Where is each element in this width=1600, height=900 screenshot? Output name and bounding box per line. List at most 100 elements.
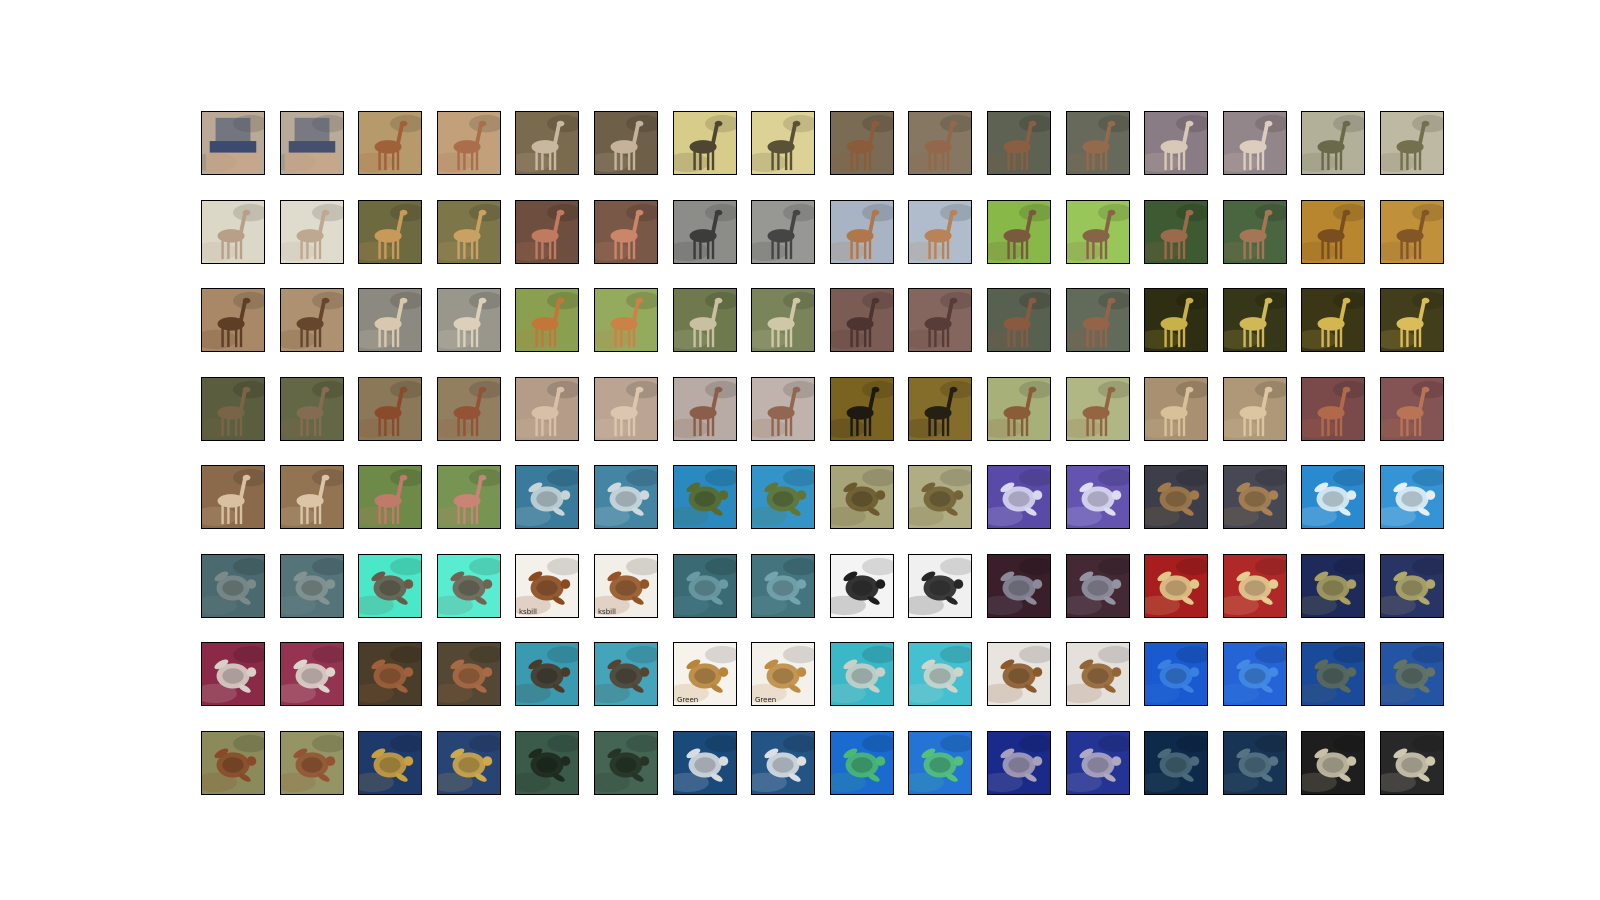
image-tile-gerenuk xyxy=(1223,111,1287,175)
image-tile-sea-turtle xyxy=(908,465,972,529)
image-tile-sea-turtle xyxy=(201,554,265,618)
tile-picture xyxy=(674,378,736,440)
tile-picture xyxy=(438,112,500,174)
image-tile-sea-turtle xyxy=(515,731,579,795)
tile-picture xyxy=(281,289,343,351)
image-tile-gerenuk xyxy=(751,111,815,175)
image-tile-sea-turtle xyxy=(1144,554,1208,618)
image-tile-gerenuk xyxy=(515,200,579,264)
image-tile-gerenuk xyxy=(1380,200,1444,264)
image-tile-gerenuk xyxy=(908,288,972,352)
image-tile-gerenuk xyxy=(1144,111,1208,175)
image-tile-sea-turtle xyxy=(987,554,1051,618)
image-tile-gerenuk xyxy=(1144,288,1208,352)
tile-picture xyxy=(1224,112,1286,174)
image-tile-gerenuk xyxy=(987,111,1051,175)
image-tile-sea-turtle xyxy=(1380,465,1444,529)
image-tile-sea-turtle xyxy=(830,731,894,795)
image-tile-gerenuk xyxy=(358,200,422,264)
image-tile-gerenuk xyxy=(594,377,658,441)
image-tile-sea-turtle xyxy=(515,642,579,706)
image-tile-sea-turtle xyxy=(908,731,972,795)
tile-picture xyxy=(281,112,343,174)
image-tile-sea-turtle xyxy=(280,642,344,706)
tile-picture xyxy=(752,732,814,794)
tile-picture xyxy=(831,289,893,351)
tile-picture xyxy=(438,643,500,705)
tile-picture xyxy=(988,643,1050,705)
tile-picture xyxy=(359,555,421,617)
image-tile-sea-turtle: Green xyxy=(673,642,737,706)
image-tile-gerenuk xyxy=(1301,200,1365,264)
image-tile-gerenuk xyxy=(437,111,501,175)
tile-picture xyxy=(909,555,971,617)
image-tile-gerenuk xyxy=(908,200,972,264)
image-tile-person xyxy=(201,111,265,175)
image-tile-sea-turtle xyxy=(280,554,344,618)
image-tile-gerenuk xyxy=(515,111,579,175)
tile-picture xyxy=(1067,732,1129,794)
image-tile-sea-turtle xyxy=(987,642,1051,706)
tile-picture xyxy=(988,112,1050,174)
image-tile-gerenuk xyxy=(437,377,501,441)
image-tile-gerenuk xyxy=(673,111,737,175)
tile-picture xyxy=(1224,289,1286,351)
tile-picture xyxy=(1067,112,1129,174)
tile-picture xyxy=(831,643,893,705)
image-tile-gerenuk xyxy=(1144,200,1208,264)
image-tile-gerenuk xyxy=(437,465,501,529)
tile-picture xyxy=(1224,378,1286,440)
image-tile-gerenuk xyxy=(594,288,658,352)
tile-picture xyxy=(674,732,736,794)
tile-picture xyxy=(1224,466,1286,528)
image-tile-gerenuk xyxy=(1223,288,1287,352)
image-tile-gerenuk xyxy=(673,288,737,352)
image-tile-sea-turtle xyxy=(437,642,501,706)
tile-picture xyxy=(438,201,500,263)
image-tile-sea-turtle xyxy=(201,731,265,795)
image-tile-sea-turtle xyxy=(908,554,972,618)
tile-picture xyxy=(1145,201,1207,263)
tile-picture xyxy=(909,732,971,794)
tile-picture xyxy=(281,732,343,794)
image-tile-sea-turtle xyxy=(1066,554,1130,618)
tile-picture xyxy=(516,732,578,794)
tile-picture xyxy=(202,732,264,794)
tile-picture xyxy=(909,466,971,528)
tile-picture xyxy=(1302,643,1364,705)
tile-caption: ksbill xyxy=(598,608,616,616)
image-tile-gerenuk xyxy=(1301,377,1365,441)
tile-picture xyxy=(752,643,814,705)
tile-picture xyxy=(988,555,1050,617)
image-tile-gerenuk xyxy=(1066,111,1130,175)
image-tile-person xyxy=(280,111,344,175)
image-tile-sea-turtle xyxy=(1301,554,1365,618)
tile-picture xyxy=(831,555,893,617)
image-tile-gerenuk xyxy=(987,288,1051,352)
image-tile-gerenuk xyxy=(594,111,658,175)
tile-picture xyxy=(438,289,500,351)
image-tile-gerenuk xyxy=(1380,288,1444,352)
tile-picture xyxy=(359,112,421,174)
tile-picture xyxy=(202,643,264,705)
image-tile-gerenuk xyxy=(830,200,894,264)
image-tile-gerenuk xyxy=(1301,288,1365,352)
tile-picture xyxy=(752,378,814,440)
image-tile-gerenuk xyxy=(830,377,894,441)
tile-picture xyxy=(1145,466,1207,528)
tile-picture xyxy=(1145,732,1207,794)
image-tile-gerenuk xyxy=(1301,111,1365,175)
tile-picture xyxy=(1224,643,1286,705)
tile-picture xyxy=(831,378,893,440)
image-tile-sea-turtle: Green xyxy=(751,642,815,706)
image-tile-sea-turtle xyxy=(673,465,737,529)
tile-caption: Green xyxy=(755,696,777,704)
tile-picture xyxy=(595,643,657,705)
tile-picture xyxy=(202,289,264,351)
image-tile-sea-turtle xyxy=(1301,642,1365,706)
tile-picture xyxy=(438,732,500,794)
tile-picture xyxy=(1067,643,1129,705)
tile-picture xyxy=(752,555,814,617)
tile-picture xyxy=(988,378,1050,440)
image-tile-gerenuk xyxy=(280,200,344,264)
